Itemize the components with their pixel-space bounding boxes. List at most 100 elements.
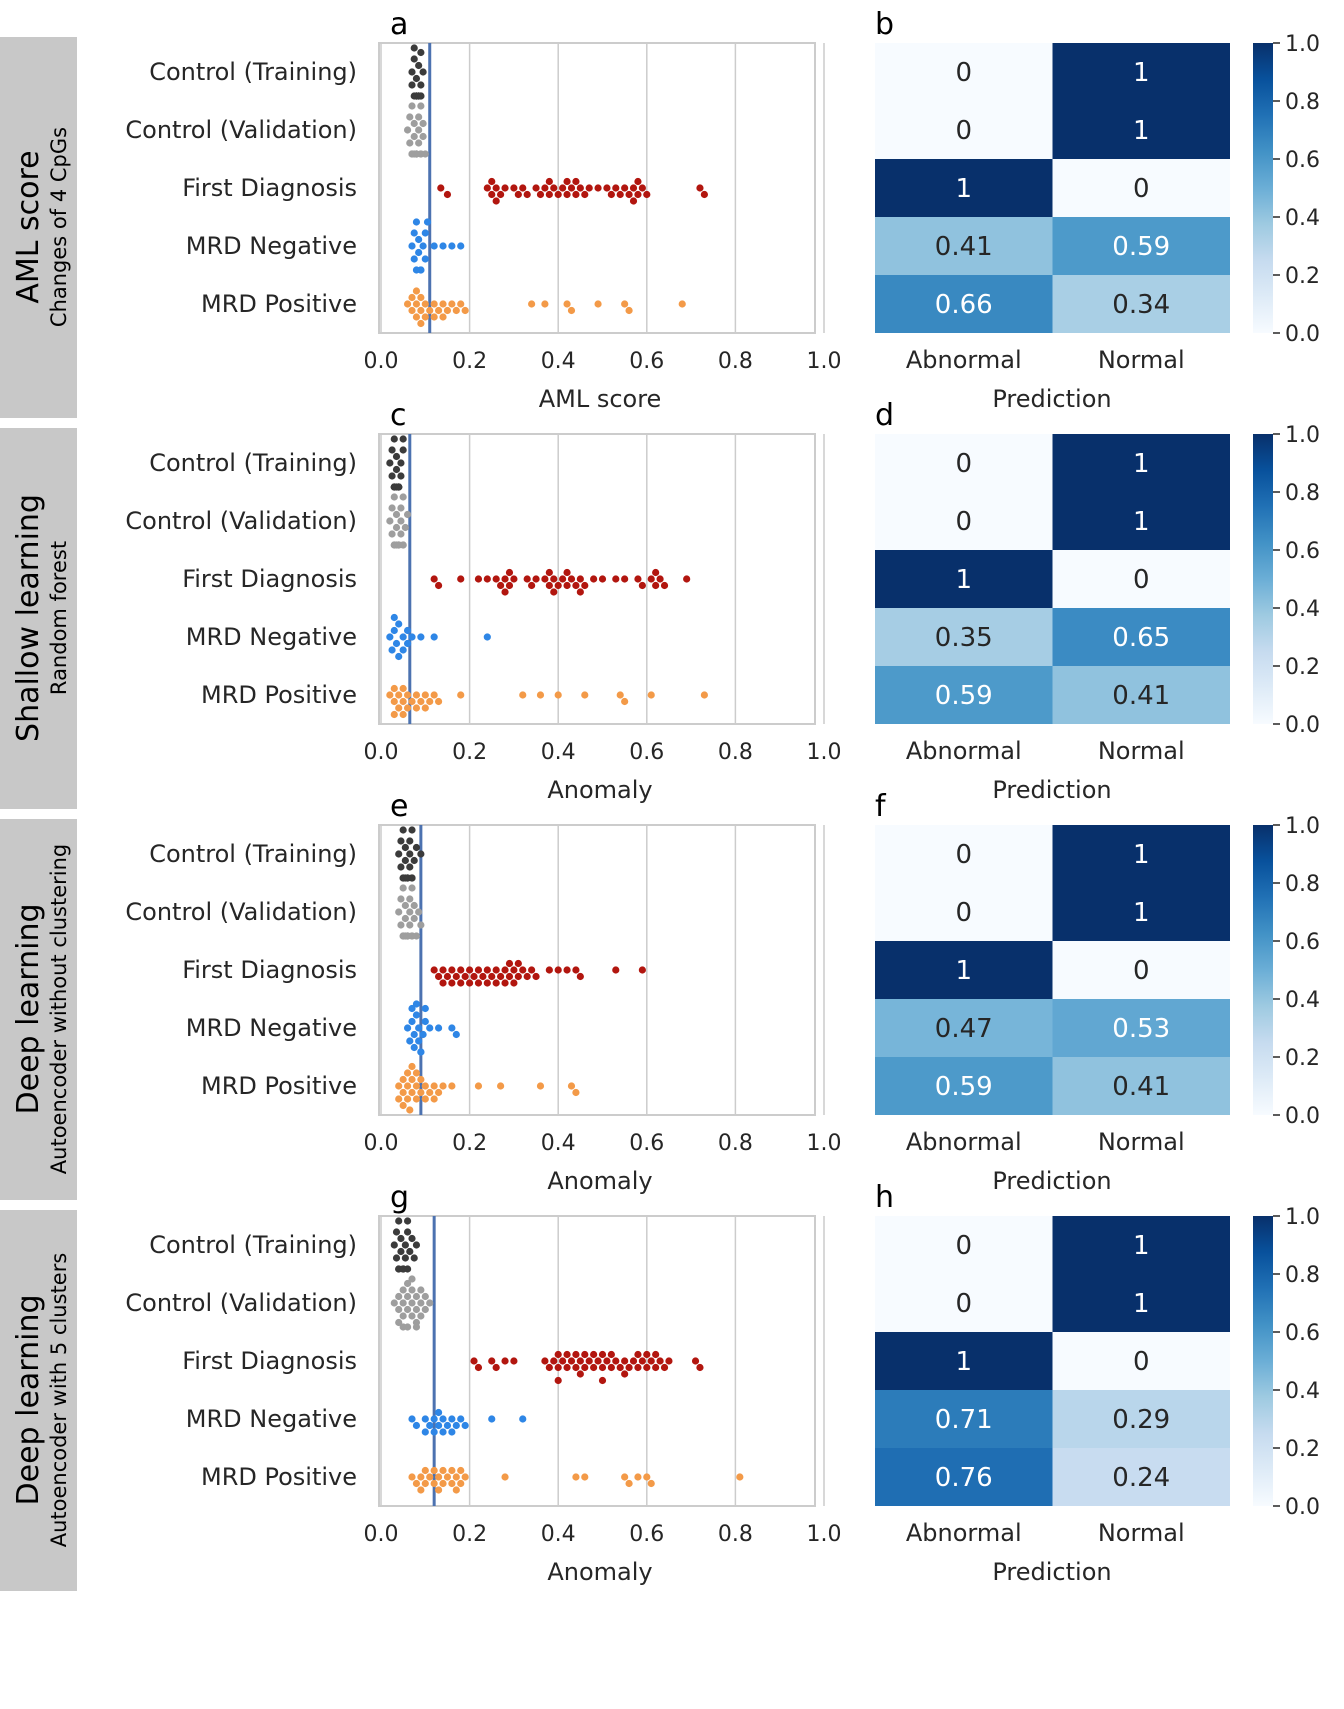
swarm-point: [399, 646, 407, 654]
swarm-point: [612, 1357, 620, 1365]
swarm-point: [492, 966, 500, 974]
swarm-point: [448, 1024, 456, 1032]
swarm-point: [563, 1363, 571, 1372]
swarm-point: [594, 1357, 602, 1365]
swarm-point: [559, 184, 567, 192]
swarm-point: [572, 1473, 580, 1481]
swarm-point: [415, 139, 423, 147]
matrix-value: 0: [955, 1289, 972, 1319]
x-axis-label: Anomaly: [547, 776, 652, 804]
colorbar-tick-label: 0.2: [1285, 655, 1320, 680]
swarm-point: [395, 850, 403, 858]
matrix-cell: [875, 434, 1053, 492]
x-tick-label: 0.8: [718, 1522, 753, 1547]
swarm-point: [430, 1082, 438, 1090]
colorbar-tick-label: 0.6: [1285, 539, 1320, 564]
swarm-point: [497, 581, 505, 590]
group-label: Control (Validation): [125, 1289, 357, 1317]
swarm-point: [390, 1241, 398, 1249]
swarm-point: [386, 691, 394, 699]
matrix-value: 0: [955, 840, 972, 870]
swarm-point: [652, 1350, 660, 1359]
swarm-point: [510, 979, 518, 987]
swarm-point: [439, 1415, 447, 1423]
matrix-cell: [1052, 159, 1230, 217]
swarm-point: [581, 581, 589, 590]
swarm-point: [415, 61, 423, 70]
swarm-point: [406, 921, 414, 929]
swarm-point: [625, 306, 633, 315]
swarm-point: [616, 190, 624, 199]
swarm-point: [412, 843, 421, 852]
swarm-point: [397, 459, 405, 467]
swarm-point: [403, 510, 412, 519]
matrix-cell: [875, 275, 1053, 333]
swarm-point: [638, 1357, 646, 1365]
swarm-point: [403, 1323, 412, 1331]
x-tick-label: 1.0: [807, 1131, 842, 1156]
swarm-point: [532, 184, 540, 192]
swarm-point: [390, 626, 398, 635]
swarm-point: [408, 1299, 416, 1307]
x-tick-label: 0.4: [541, 349, 576, 374]
swarm-point: [457, 979, 465, 987]
swarm-point: [647, 1479, 655, 1488]
swarm-point: [452, 972, 460, 981]
swarm-point: [452, 1473, 460, 1481]
swarm-point: [576, 972, 584, 981]
swarm-point: [501, 1473, 509, 1481]
swarm-point: [434, 972, 443, 981]
swarm-point: [406, 908, 414, 916]
group-label: First Diagnosis: [182, 956, 357, 984]
row-label-box: [0, 819, 77, 1200]
swarm-point: [415, 248, 423, 257]
swarm-point: [415, 126, 423, 134]
swarm-point: [488, 1415, 496, 1423]
swarm-point: [519, 1415, 527, 1423]
swarm-point: [554, 1363, 562, 1372]
swarm-point: [457, 242, 465, 250]
swarm-point: [395, 1305, 403, 1314]
x-tick-label: 0.0: [364, 1522, 399, 1547]
swarm-point: [448, 966, 456, 974]
swarm-point: [492, 1363, 500, 1372]
swarm-point: [439, 242, 447, 250]
swarm-point: [691, 1357, 700, 1365]
swarm-point: [399, 446, 407, 454]
swarm-point: [474, 1082, 483, 1090]
swarm-point: [638, 581, 646, 590]
group-label: MRD Negative: [186, 232, 357, 260]
x-tick-label: 0.0: [364, 1131, 399, 1156]
swarm-point: [523, 972, 531, 981]
matrix-cell: [1052, 43, 1230, 101]
swarm-point: [406, 113, 414, 121]
swarm-point: [392, 1228, 401, 1236]
swarm-point: [488, 1357, 496, 1365]
row-label: Deep learning: [11, 1295, 46, 1506]
swarm-point: [415, 113, 423, 121]
matrix-value: 1: [955, 1347, 972, 1377]
swarm-point: [415, 235, 423, 244]
swarm-point: [412, 1011, 421, 1019]
matrix-cell: [875, 883, 1053, 941]
swarm-point: [403, 1082, 412, 1090]
matrix-x-tick-label: Abnormal: [906, 737, 1022, 765]
swarm-point: [401, 856, 409, 865]
swarm-point: [430, 1415, 438, 1423]
swarm-point: [412, 704, 421, 712]
swarm-point: [421, 300, 429, 308]
matrix-value: 0.41: [935, 232, 993, 262]
colorbar-tick-label: 1.0: [1285, 423, 1320, 448]
swarm-point: [572, 966, 580, 974]
colorbar-tick-label: 0.4: [1285, 206, 1320, 231]
swarm-point: [607, 190, 615, 199]
swarm-point: [621, 1357, 629, 1365]
swarm-point: [457, 575, 465, 583]
matrix-x-axis-label: Prediction: [992, 776, 1111, 804]
swarm-point: [421, 1017, 429, 1026]
matrix-x-tick-label: Normal: [1098, 1519, 1185, 1547]
swarm-point: [408, 1062, 416, 1071]
matrix-value: 0.53: [1112, 1014, 1170, 1044]
matrix-value: 1: [1133, 1231, 1150, 1261]
